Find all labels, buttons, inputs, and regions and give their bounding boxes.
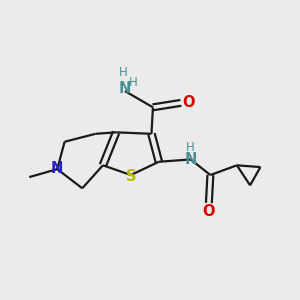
Text: H: H bbox=[186, 141, 195, 154]
Text: H: H bbox=[129, 76, 138, 89]
Text: N: N bbox=[51, 161, 63, 176]
Text: N: N bbox=[184, 152, 197, 167]
Text: S: S bbox=[126, 169, 137, 184]
Text: N: N bbox=[119, 81, 131, 96]
Text: O: O bbox=[202, 205, 215, 220]
Text: H: H bbox=[119, 66, 128, 79]
Text: O: O bbox=[182, 95, 195, 110]
